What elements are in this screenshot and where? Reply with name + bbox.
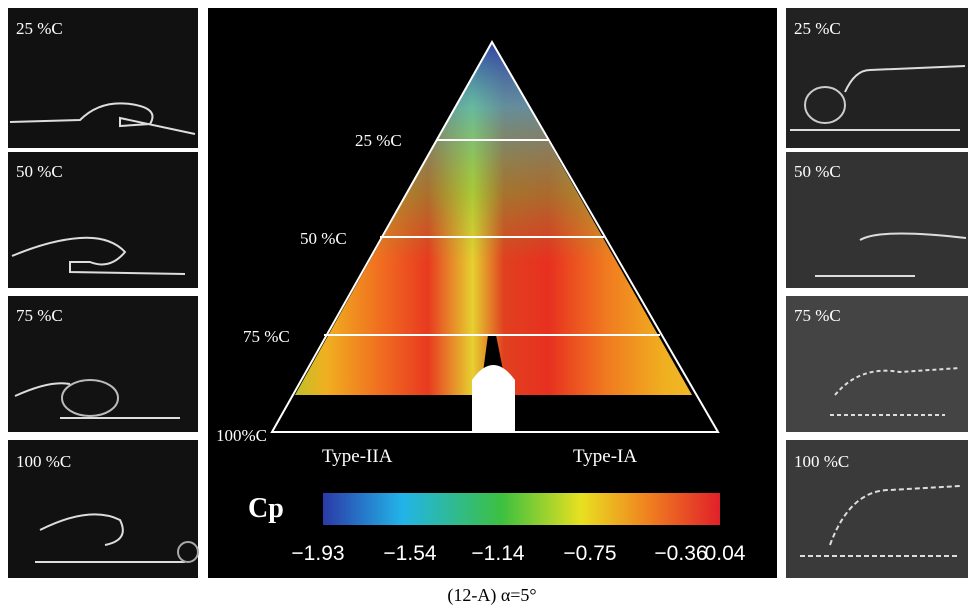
colorbar <box>323 493 720 525</box>
figure: 25 %C 50 %C 75 %C 100 %C 25 %C 50 %C 75 … <box>0 0 969 609</box>
right-photos: 25 %C 50 %C 75 %C 100 %C <box>786 8 968 578</box>
station-label: 100 %C <box>794 452 849 471</box>
colorbar-tick: −0.75 <box>563 542 616 565</box>
sting <box>472 365 515 432</box>
colorbar-tick: −0.36 <box>654 542 707 565</box>
vortex-type: Type-IA <box>573 446 637 467</box>
station-label: 50 %C <box>16 162 63 181</box>
colorbar-label: Cp <box>248 493 284 524</box>
station-label: 25 %C <box>355 131 402 150</box>
station-label: 50 %C <box>794 162 841 181</box>
colorbar-tick: −1.93 <box>291 542 344 565</box>
caption: (12-A) α=5° <box>447 585 536 606</box>
left-photos: 25 %C 50 %C 75 %C 100 %C <box>8 8 198 578</box>
station-label: 75 %C <box>16 306 63 325</box>
station-label: 100%C <box>216 426 267 445</box>
station-label: 25 %C <box>16 19 63 38</box>
station-label: 75 %C <box>794 306 841 325</box>
vortex-type: Type-IIA <box>322 446 393 467</box>
station-label: 50 %C <box>300 229 347 248</box>
pressure-map: 25 %C 50 %C 75 %C 100%C Type-IIA Type-IA… <box>208 8 777 578</box>
colorbar-tick: −1.14 <box>471 542 524 565</box>
colorbar-tick: 0.04 <box>705 542 746 565</box>
station-label: 75 %C <box>243 327 290 346</box>
station-label: 100 %C <box>16 452 71 471</box>
station-label: 25 %C <box>794 19 841 38</box>
colorbar-tick: −1.54 <box>383 542 436 565</box>
